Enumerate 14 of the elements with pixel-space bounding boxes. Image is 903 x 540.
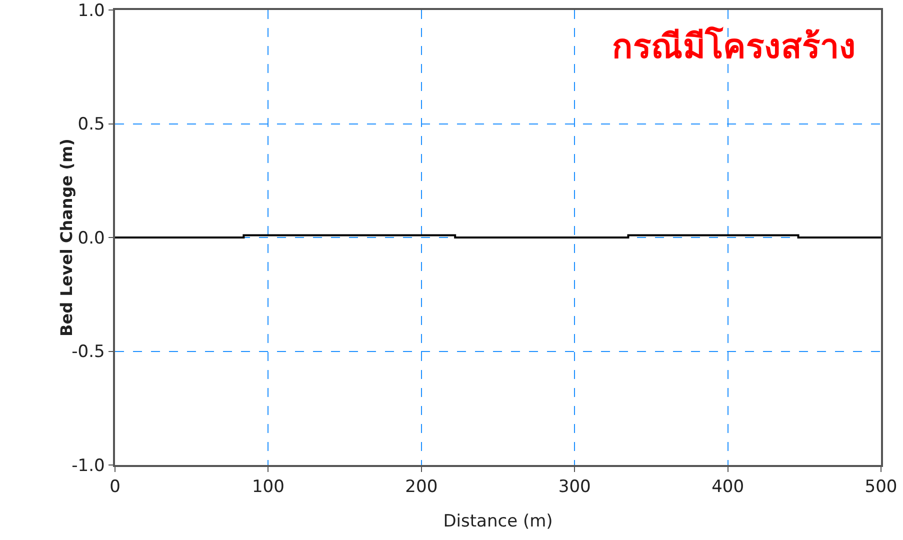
- x-tick-label: 300: [558, 477, 591, 498]
- y-tick-label: 1.0: [78, 0, 105, 21]
- x-tick-label: 0: [110, 477, 120, 498]
- x-tick-label: 200: [405, 477, 438, 498]
- y-tick-label: -0.5: [72, 342, 105, 362]
- y-axis-title: Bed Level Change (m): [56, 138, 76, 336]
- y-tick-label: -1.0: [72, 456, 105, 476]
- x-tick-label: 400: [712, 477, 744, 498]
- x-tick-label: 500: [864, 477, 898, 498]
- y-tick-label: 0.5: [78, 114, 105, 135]
- x-tick-label: 100: [252, 477, 284, 498]
- x-axis-title: Distance (m): [443, 512, 553, 532]
- annotation: กรณีมีโครงสร้าง: [612, 26, 856, 67]
- y-tick-label: 0.0: [78, 228, 105, 248]
